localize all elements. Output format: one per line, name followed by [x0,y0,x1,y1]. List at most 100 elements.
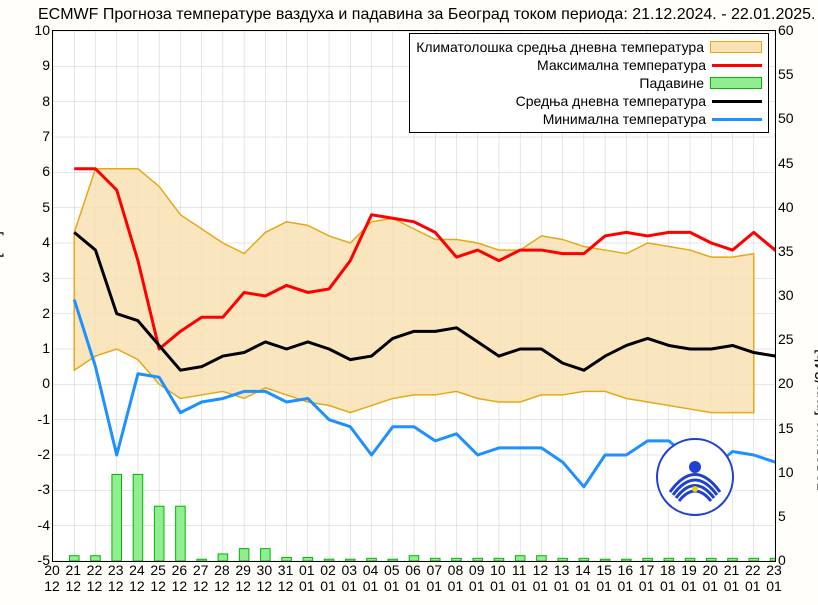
legend-swatch-box [710,41,762,53]
x-tick-month: 01 [382,578,402,594]
y-left-tick: 9 [10,57,50,73]
legend-label: Средња дневна температура [516,93,706,109]
x-tick-month: 12 [127,578,147,594]
x-tick-day: 11 [509,562,529,578]
x-tick-day: 30 [254,562,274,578]
y-left-tick: 7 [10,128,50,144]
x-tick-month: 12 [42,578,62,594]
x-tick-day: 12 [530,562,550,578]
y-left-tick: 0 [10,375,50,391]
x-tick-month: 12 [63,578,83,594]
x-tick-day: 17 [637,562,657,578]
y-right-tick: 25 [778,331,794,347]
x-tick-month: 01 [637,578,657,594]
x-tick-month: 12 [254,578,274,594]
legend-label: Падавине [639,75,704,91]
y-right-tick: 55 [778,66,794,82]
y-left-tick: 10 [10,22,50,38]
x-tick-day: 08 [445,562,465,578]
x-tick-month: 01 [743,578,763,594]
x-tick-month: 01 [488,578,508,594]
x-tick-month: 12 [276,578,296,594]
x-tick-month: 12 [191,578,211,594]
x-tick-month: 01 [530,578,550,594]
x-tick-day: 23 [106,562,126,578]
x-tick-day: 04 [361,562,381,578]
legend-item: Минимална температура [416,110,762,128]
y-left-tick: -4 [10,517,50,533]
x-tick-month: 01 [679,578,699,594]
y-left-tick: 3 [10,269,50,285]
x-tick-day: 29 [233,562,253,578]
y-left-tick: 8 [10,93,50,109]
y-right-tick: 10 [778,464,794,480]
y-right-tick: 5 [778,508,786,524]
y-right-tick: 30 [778,287,794,303]
y-left-tick: -1 [10,411,50,427]
legend-swatch-box [710,77,762,89]
y-left-tick: 1 [10,340,50,356]
x-tick-month: 01 [615,578,635,594]
x-tick-day: 27 [191,562,211,578]
legend-swatch-line [712,64,762,67]
x-tick-day: 19 [679,562,699,578]
x-tick-day: 14 [573,562,593,578]
y-right-tick: 20 [778,375,794,391]
x-tick-month: 12 [84,578,104,594]
x-tick-month: 01 [361,578,381,594]
legend: Климатолошка средња дневна температура Ма… [409,33,769,133]
legend-item: Падавине [416,74,762,92]
x-tick-day: 02 [318,562,338,578]
x-tick-month: 01 [764,578,784,594]
legend-label: Минимална температура [543,111,706,127]
x-tick-day: 26 [169,562,189,578]
x-tick-month: 01 [700,578,720,594]
x-tick-day: 06 [403,562,423,578]
x-tick-month: 01 [445,578,465,594]
x-tick-month: 01 [509,578,529,594]
x-tick-day: 21 [63,562,83,578]
legend-item: Климатолошка средња дневна температура [416,38,762,56]
y-right-tick: 35 [778,243,794,259]
x-tick-day: 22 [84,562,104,578]
y-left-tick: 5 [10,199,50,215]
x-tick-day: 03 [339,562,359,578]
y-right-tick: 40 [778,199,794,215]
x-tick-day: 18 [658,562,678,578]
x-tick-month: 12 [106,578,126,594]
y-right-tick: 15 [778,420,794,436]
x-tick-day: 09 [467,562,487,578]
x-tick-month: 01 [318,578,338,594]
plot-area: Климатолошка средња дневна температура Ма… [52,30,776,562]
y-right-tick: 60 [778,22,794,38]
x-tick-day: 16 [615,562,635,578]
y-left-tick: 6 [10,163,50,179]
x-tick-day: 10 [488,562,508,578]
x-tick-month: 12 [233,578,253,594]
x-tick-month: 01 [658,578,678,594]
legend-swatch-line [712,118,762,121]
x-tick-day: 01 [297,562,317,578]
x-tick-month: 01 [573,578,593,594]
x-tick-month: 01 [594,578,614,594]
y-left-tick: 2 [10,305,50,321]
legend-label: Климатолошка средња дневна температура [416,39,704,55]
x-tick-day: 20 [42,562,62,578]
x-tick-day: 23 [764,562,784,578]
x-tick-month: 12 [212,578,232,594]
y-right-tick: 50 [778,110,794,126]
chart-title: ECMWF Прогноза температуре ваздуха и пад… [38,6,815,24]
x-tick-month: 12 [148,578,168,594]
legend-swatch-line [712,100,762,103]
y-left-tick: 4 [10,234,50,250]
x-tick-month: 01 [722,578,742,594]
legend-item: Средња дневна температура [416,92,762,110]
y-right-axis-label: падавине [mm/24h] [813,349,818,491]
legend-label: Максимална температура [537,57,706,73]
y-right-tick: 45 [778,155,794,171]
x-tick-day: 31 [276,562,296,578]
x-tick-month: 01 [297,578,317,594]
chart-container: ECMWF Прогноза температуре ваздуха и пад… [0,0,818,605]
y-left-tick: -2 [10,446,50,462]
x-tick-day: 20 [700,562,720,578]
